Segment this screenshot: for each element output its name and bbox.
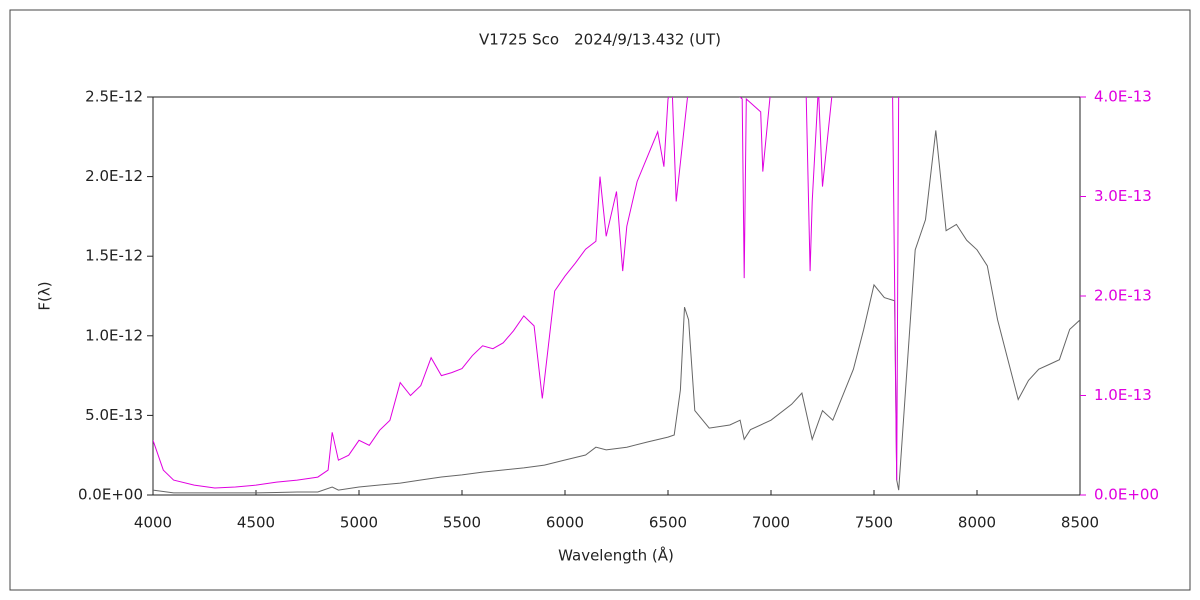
x-tick-label: 4500	[237, 514, 275, 532]
y2-tick-label: 2.0E-13	[1094, 287, 1152, 305]
x-tick-label: 7000	[752, 514, 790, 532]
spectrum-line	[153, 130, 1080, 494]
x-tick-label: 5000	[340, 514, 378, 532]
x-tick-label: 7500	[855, 514, 893, 532]
y2-tick-label: 0.0E+00	[1094, 486, 1159, 504]
x-tick-label: 5500	[443, 514, 481, 532]
x-tick-label: 6000	[546, 514, 584, 532]
y2-tick-label: 1.0E-13	[1094, 386, 1152, 404]
y2-tick-label: 4.0E-13	[1094, 88, 1152, 106]
plot-area	[152, 96, 1081, 496]
x-tick-label: 8500	[1061, 514, 1099, 532]
y-tick-label: 2.5E-12	[85, 88, 143, 106]
chart-title: V1725 Sco 2024/9/13.432 (UT)	[479, 31, 721, 49]
x-tick-label: 8000	[958, 514, 996, 532]
y2-tick-label: 3.0E-13	[1094, 187, 1152, 205]
y-tick-label: 1.5E-12	[85, 247, 143, 265]
y-axis-label: F(λ)	[36, 281, 54, 310]
y-tick-label: 5.0E-13	[85, 406, 143, 424]
y-tick-label: 2.0E-12	[85, 167, 143, 185]
y-tick-label: 1.0E-12	[85, 326, 143, 344]
spectrum-line	[153, 97, 900, 489]
y-tick-label: 0.0E+00	[78, 486, 143, 504]
frame	[9, 9, 1191, 591]
x-tick-label: 6500	[649, 514, 687, 532]
x-tick-label: 4000	[134, 514, 172, 532]
x-axis-label: Wavelength (Å)	[558, 546, 674, 565]
